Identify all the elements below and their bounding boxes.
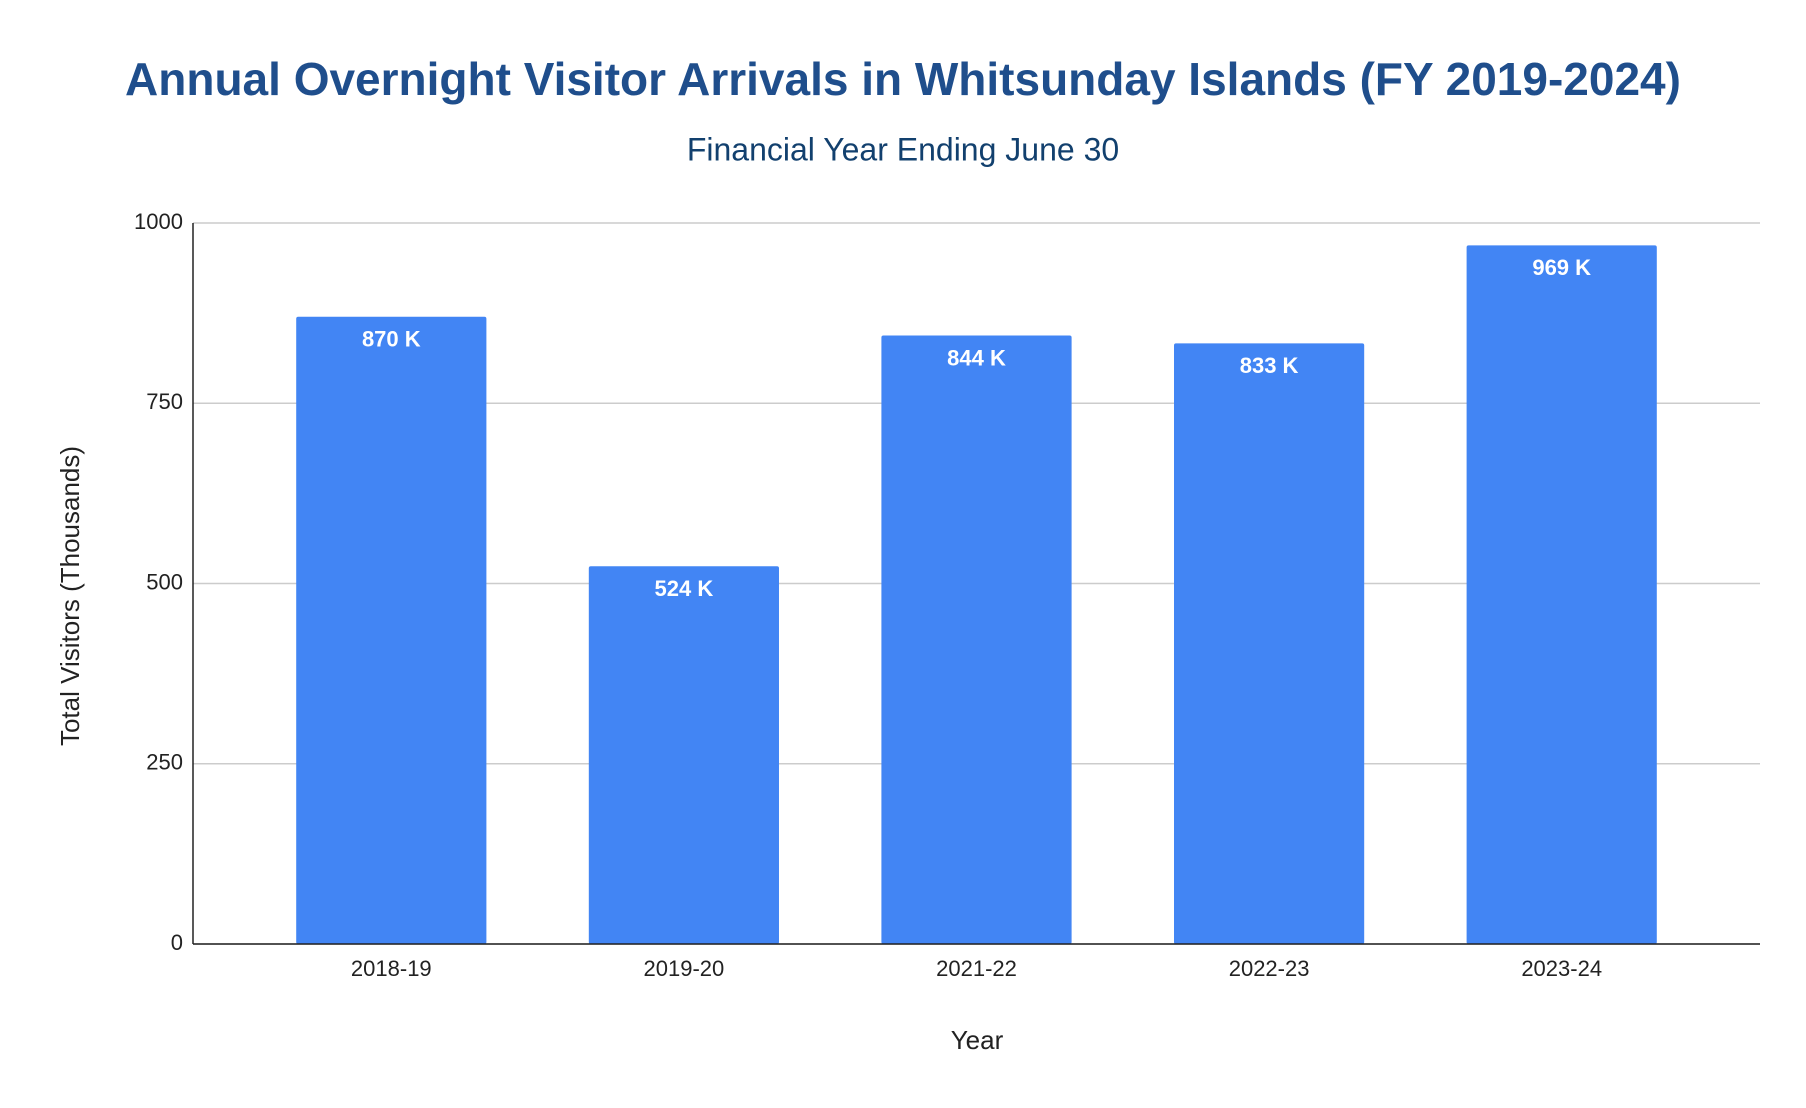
x-axis-label: Year bbox=[951, 1025, 1004, 1055]
x-tick-label: 2023-24 bbox=[1521, 956, 1602, 981]
chart-title: Annual Overnight Visitor Arrivals in Whi… bbox=[125, 53, 1681, 105]
x-tick-label: 2018-19 bbox=[351, 956, 432, 981]
data-label: 833 K bbox=[1240, 353, 1299, 378]
chart-subtitle: Financial Year Ending June 30 bbox=[687, 131, 1119, 167]
bar bbox=[1174, 343, 1365, 945]
y-tick-label: 250 bbox=[146, 750, 183, 775]
x-tick-label: 2022-23 bbox=[1229, 956, 1310, 981]
y-tick-label: 750 bbox=[146, 389, 183, 414]
bar bbox=[1466, 245, 1657, 944]
y-axis-label: Total Visitors (Thousands) bbox=[55, 446, 85, 746]
bar bbox=[881, 335, 1072, 944]
data-label: 870 K bbox=[362, 327, 421, 352]
x-tick-label: 2021-22 bbox=[936, 956, 1017, 981]
y-tick-label: 500 bbox=[146, 569, 183, 594]
data-label: 844 K bbox=[947, 345, 1006, 370]
x-tick-label: 2019-20 bbox=[644, 956, 725, 981]
data-label: 524 K bbox=[655, 576, 714, 601]
data-label: 969 K bbox=[1532, 255, 1591, 280]
y-tick-label: 1000 bbox=[134, 209, 183, 234]
y-tick-label: 0 bbox=[171, 930, 183, 955]
bar bbox=[296, 316, 487, 945]
bar bbox=[588, 566, 779, 944]
